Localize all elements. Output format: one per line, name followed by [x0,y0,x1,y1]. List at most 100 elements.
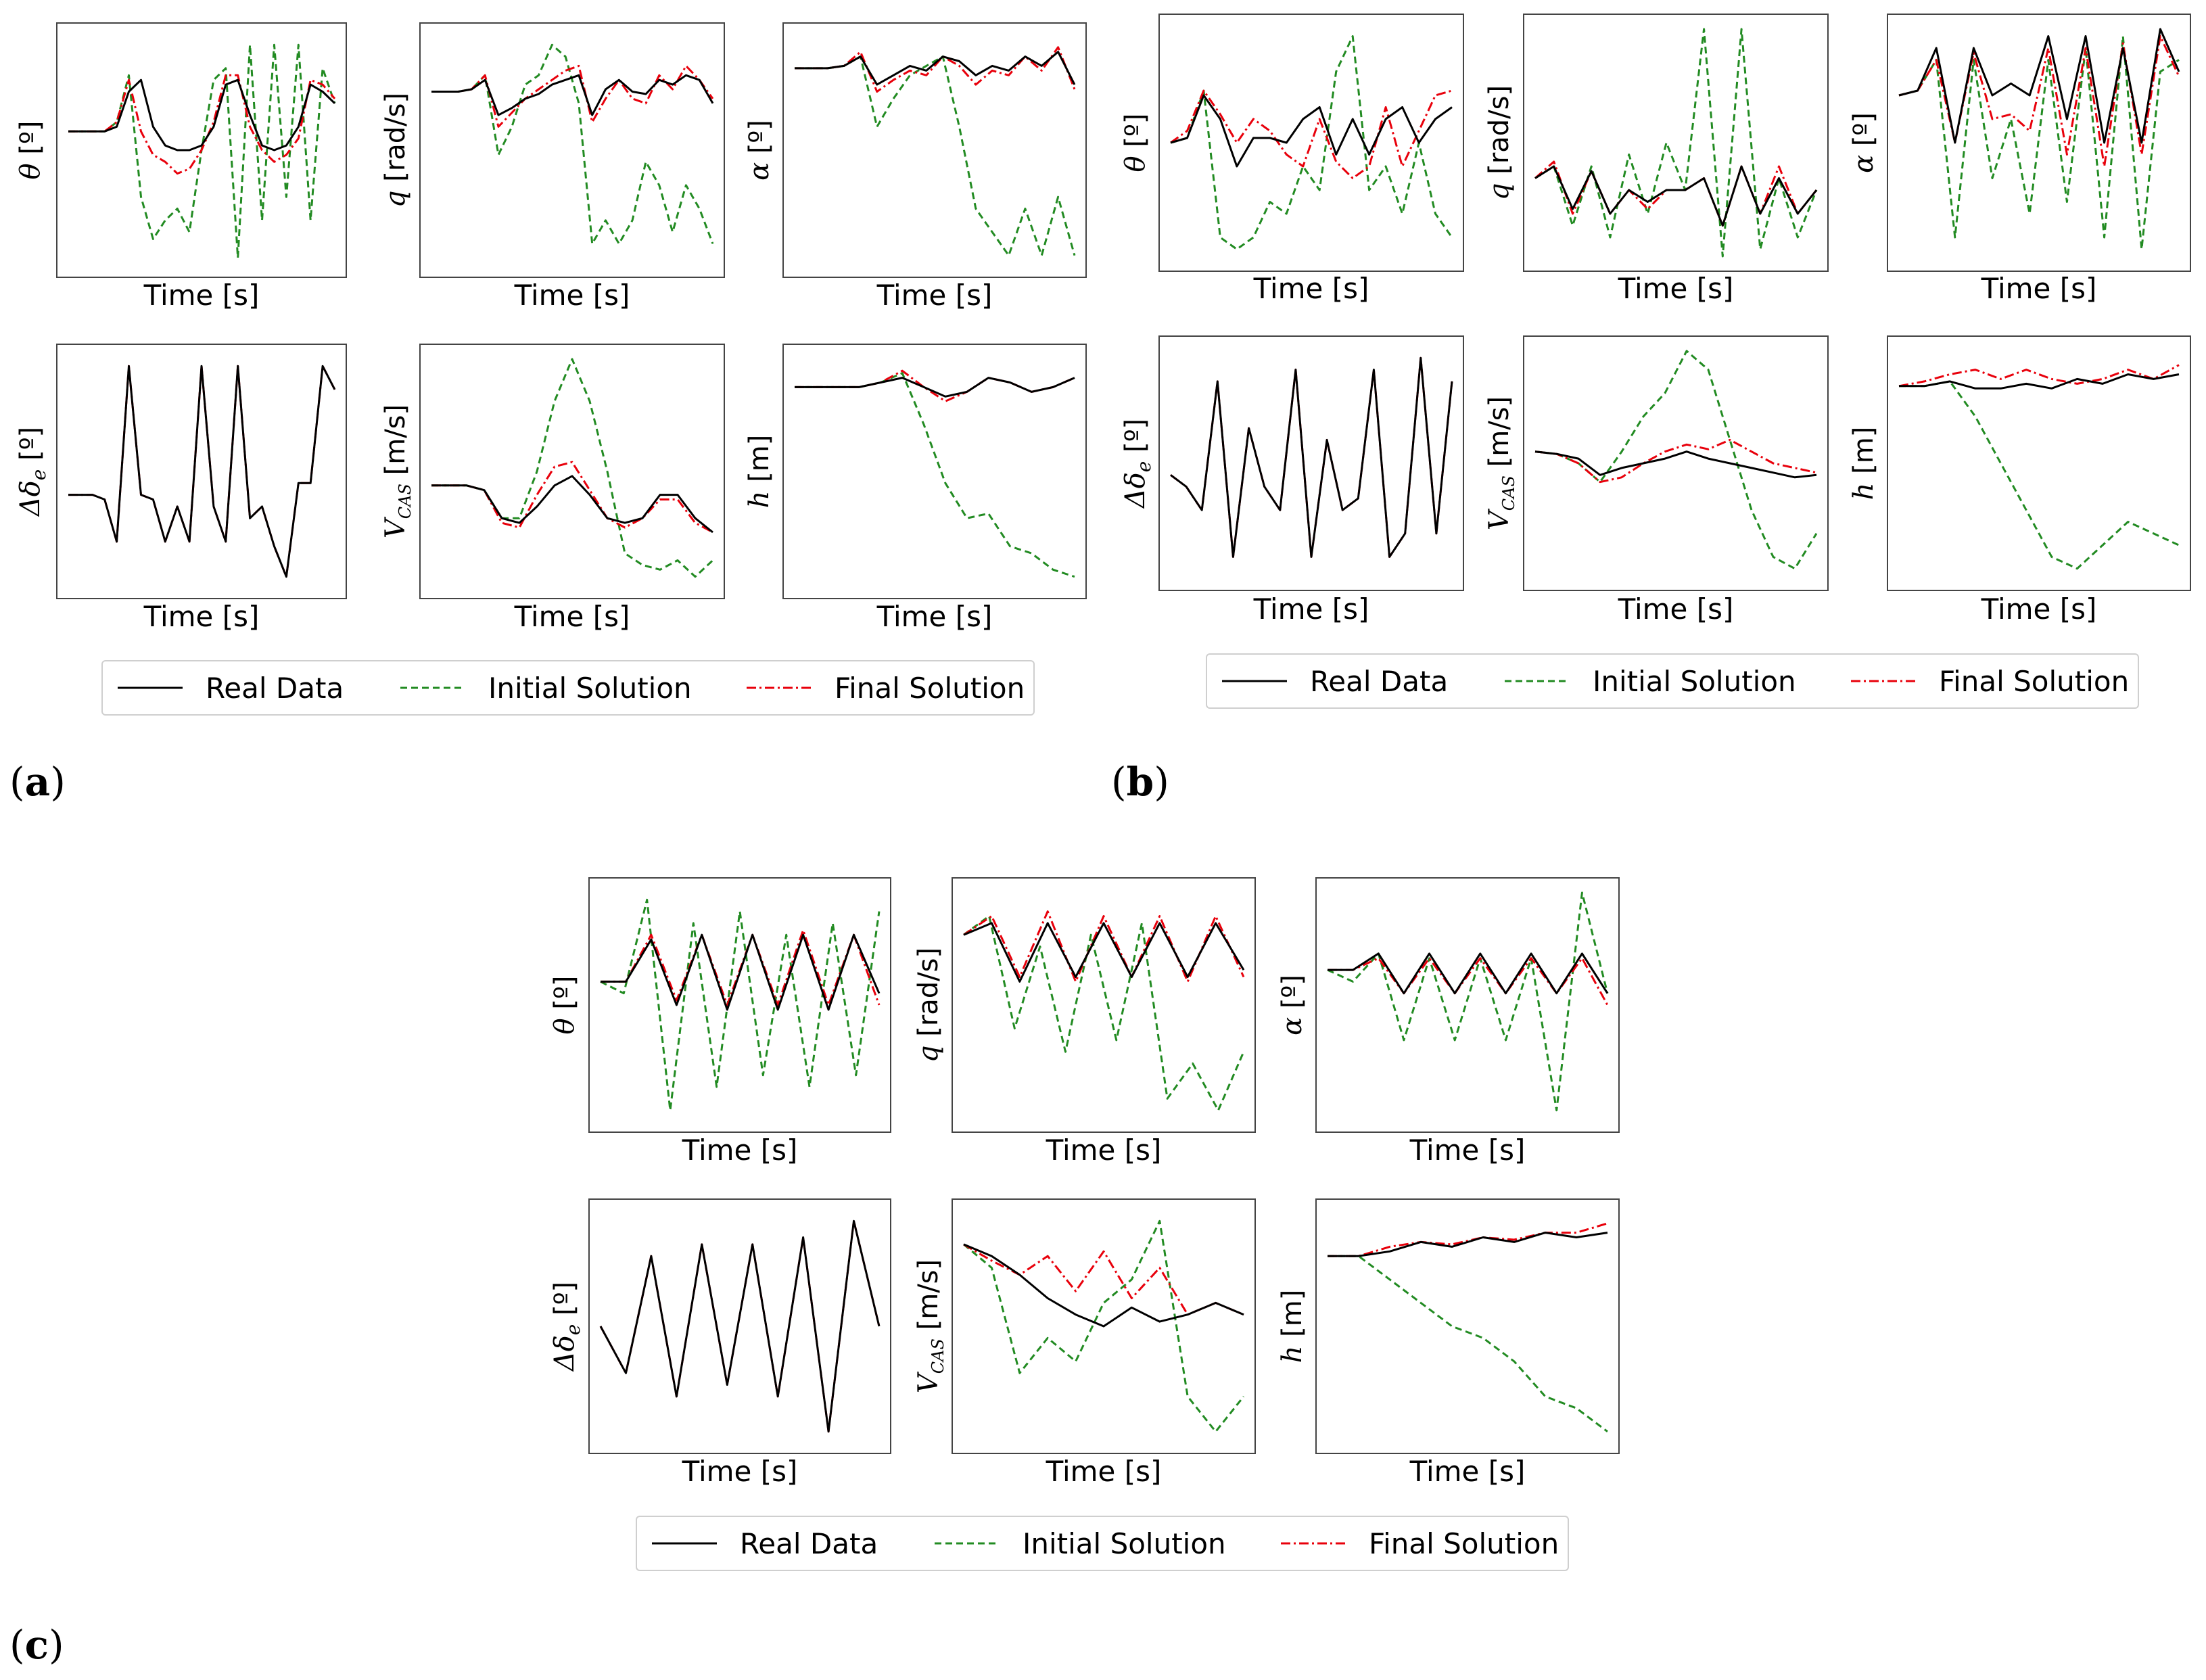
x-axis-label: Time [s] [1046,1134,1162,1167]
series-line-final-solution [795,369,1075,402]
plot-svg [963,1219,1245,1433]
x-axis-label: Time [s] [682,1455,798,1488]
x-axis-label: Time [s] [1253,272,1369,305]
y-label-h: h [m] [744,434,775,509]
legend-entry-real: Real Data [652,1517,878,1570]
plot-b-h [1887,335,2191,591]
y-label-alpha: α [º] [1277,975,1308,1035]
series-line-final-solution [431,64,714,128]
legend-line-initial [400,686,465,689]
series-line-final-solution [1328,957,1609,1006]
series-line-real-data [601,933,881,1011]
legend-entry-initial: Initial Solution [1505,655,1796,707]
series-line-initial-solution [600,898,881,1112]
series-line-initial-solution [795,372,1075,578]
y-label-de: Δδe [º] [549,1281,584,1372]
series-line-real-data [795,51,1076,86]
plot-svg [1534,350,1818,570]
series-line-final-solution [1328,1222,1608,1257]
series-line-final-solution [431,461,713,534]
x-axis-label: Time [s] [682,1134,798,1167]
plot-svg [1170,35,1453,250]
series-line-real-data [1328,952,1609,995]
y-label-de: Δδe [º] [1120,418,1155,509]
legend-text: Final Solution [1939,664,2130,698]
plot-svg [431,358,714,578]
legend-line-real [1222,680,1287,682]
y-label-q: q [rad/s] [380,92,411,208]
series-line-real-data [431,475,713,534]
y-label-v: VCAS [m/s] [1484,396,1518,531]
x-axis-label: Time [s] [143,279,260,312]
series-line-initial-solution [1534,350,1818,570]
legend-text: Initial Solution [488,671,692,705]
plot-svg [1328,1222,1608,1432]
plot-b-de [1158,335,1464,591]
plot-c-alpha [1315,877,1620,1133]
legend-entry-initial: Initial Solution [935,1517,1226,1570]
series-line-final-solution [599,1219,881,1433]
series-line-final-solution [601,929,881,1006]
series-line-initial-solution [431,358,714,578]
legend-text: Initial Solution [1023,1526,1226,1560]
series-line-final-solution [963,1243,1244,1316]
plot-a-alpha [782,22,1087,278]
series-line-initial-solution [1898,35,2180,250]
y-label-alpha: α [º] [1848,112,1879,173]
y-label-q: q [rad/s] [913,947,944,1063]
plot-c-q [952,877,1256,1133]
series-line-final-solution [68,74,336,175]
x-axis-label: Time [s] [1409,1134,1526,1167]
legend-entry-initial: Initial Solution [400,661,692,714]
x-axis-label: Time [s] [1618,272,1734,305]
panel-label-a: (a) [9,759,66,805]
legend-a: Real Data Initial Solution Final Solutio… [101,660,1035,716]
legend-entry-real: Real Data [118,661,344,714]
plot-a-h [782,344,1087,599]
series-line-real-data [1899,373,2180,390]
plot-a-q [419,22,725,278]
series-line-final-solution [795,46,1076,93]
y-label-h: h [m] [1848,426,1879,500]
series-line-real-data [1534,165,1818,227]
series-line-final-solution [1170,89,1453,179]
series-line-real-data [963,922,1245,983]
series-line-final-solution [1898,364,2180,388]
x-axis-label: Time [s] [1981,592,2097,626]
series-line-final-solution [1898,35,2180,168]
series-line-final-solution [1534,438,1817,484]
legend-line-final [1851,680,1916,682]
legend-line-final [1281,1542,1346,1545]
plot-a-theta [56,22,347,278]
legend-entry-final: Final Solution [1851,655,2129,707]
plot-c-v [952,1198,1256,1454]
series-line-final-solution [68,365,336,578]
plot-c-de [588,1198,891,1454]
x-axis-label: Time [s] [1618,592,1734,626]
legend-text: Final Solution [835,671,1025,705]
legend-entry-final: Final Solution [1281,1517,1559,1570]
y-label-theta: θ [º] [1120,113,1151,172]
legend-line-final [747,686,812,689]
legend-entry-final: Final Solution [747,661,1025,714]
series-line-initial-solution [963,915,1245,1112]
legend-text: Final Solution [1369,1526,1559,1560]
legend-text: Initial Solution [1593,664,1796,698]
series-line-real-data [68,78,336,151]
series-line-real-data [431,74,714,116]
series-line-real-data [1534,450,1817,479]
panel-label-c: (c) [9,1622,64,1668]
series-line-final-solution [963,910,1245,983]
x-axis-label: Time [s] [143,600,260,633]
legend-line-initial [1505,680,1570,682]
legend-entry-real: Real Data [1222,655,1448,707]
y-label-theta: θ [º] [549,975,580,1035]
plot-svg [795,369,1075,578]
x-axis-label: Time [s] [1046,1455,1162,1488]
plot-b-q [1523,14,1829,272]
series-line-initial-solution [431,43,714,245]
legend-text: Real Data [1310,664,1449,698]
plot-c-h [1315,1198,1620,1454]
legend-text: Real Data [740,1526,878,1560]
series-line-real-data [1898,28,2180,144]
